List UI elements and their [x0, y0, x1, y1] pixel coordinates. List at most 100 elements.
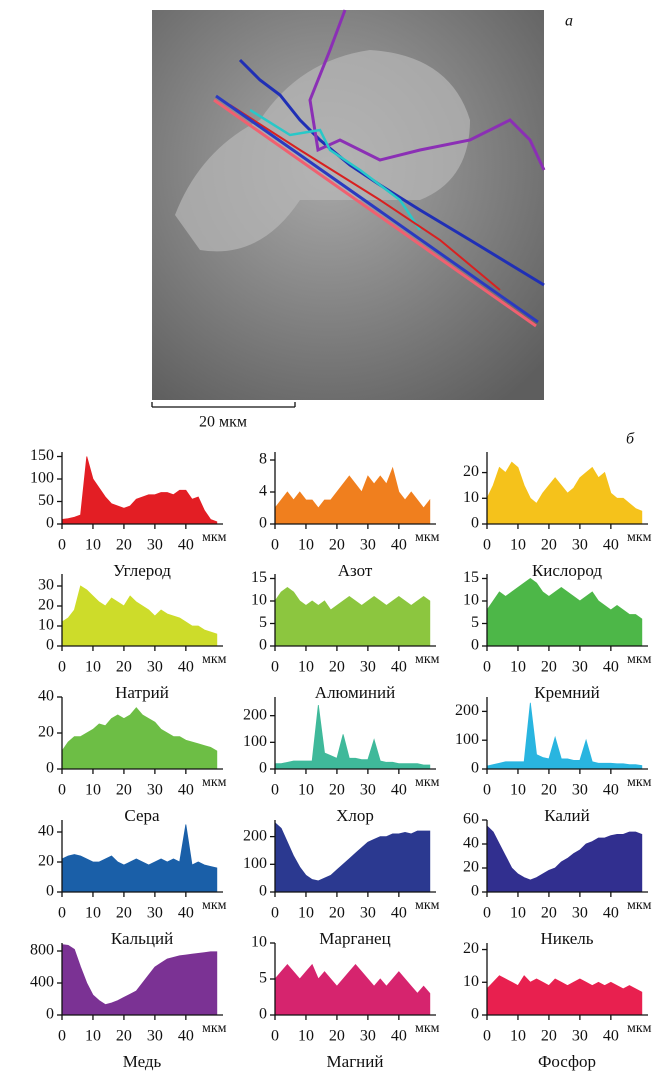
y-tick-label: 0 [46, 1006, 54, 1023]
y-tick-label: 0 [471, 515, 479, 532]
x-tick-label: 40 [178, 537, 194, 554]
x-tick-label: 40 [391, 782, 407, 799]
y-tick-label: 40 [38, 823, 54, 840]
x-tick-label: 0 [483, 659, 491, 676]
y-tick-label: 10 [463, 592, 479, 609]
profile-area [486, 702, 643, 770]
x-tick-label: 30 [360, 537, 376, 554]
y-tick-label: 8 [259, 451, 267, 468]
profile-area [274, 821, 431, 893]
x-axis-unit: мкм [202, 1021, 227, 1036]
y-tick-label: 200 [243, 706, 267, 723]
y-tick-label: 10 [251, 592, 267, 609]
chart-title: Кремний [534, 683, 599, 702]
x-tick-label: 30 [572, 782, 588, 799]
x-tick-label: 10 [510, 905, 526, 922]
x-tick-label: 0 [58, 1028, 66, 1045]
x-tick-label: 20 [329, 537, 345, 554]
y-tick-label: 0 [46, 883, 54, 900]
panel-label: б [626, 431, 635, 448]
profile-area [61, 585, 218, 647]
y-tick-label: 10 [38, 617, 54, 634]
x-tick-label: 40 [603, 905, 619, 922]
x-axis-unit: мкм [627, 652, 652, 667]
x-tick-label: 10 [510, 782, 526, 799]
profile-area [61, 707, 218, 770]
profile-area [274, 963, 431, 1016]
x-tick-label: 20 [541, 1028, 557, 1045]
chart-title: Фосфор [538, 1052, 596, 1071]
y-tick-label: 0 [259, 515, 267, 532]
y-tick-label: 200 [455, 702, 479, 719]
x-tick-label: 30 [147, 659, 163, 676]
x-tick-label: 10 [510, 659, 526, 676]
y-tick-label: 100 [455, 731, 479, 748]
x-tick-label: 20 [541, 905, 557, 922]
x-tick-label: 10 [298, 537, 314, 554]
chart-title: Марганец [319, 929, 390, 948]
x-tick-label: 30 [572, 905, 588, 922]
x-axis-unit: мкм [415, 1021, 440, 1036]
chart-title: Сера [124, 806, 160, 825]
x-tick-label: 40 [603, 1028, 619, 1045]
y-tick-label: 0 [46, 515, 54, 532]
y-tick-label: 0 [46, 637, 54, 654]
x-tick-label: 20 [329, 659, 345, 676]
profile-area [486, 578, 643, 647]
x-tick-label: 30 [360, 1028, 376, 1045]
x-tick-label: 0 [58, 905, 66, 922]
y-tick-label: 200 [243, 827, 267, 844]
x-tick-label: 0 [483, 1028, 491, 1045]
x-tick-label: 10 [298, 1028, 314, 1045]
x-tick-label: 40 [603, 659, 619, 676]
profile-area [486, 975, 643, 1016]
x-tick-label: 0 [483, 905, 491, 922]
y-tick-label: 20 [463, 940, 479, 957]
y-tick-label: 50 [38, 492, 54, 509]
y-tick-label: 5 [471, 614, 479, 631]
profile-area [486, 825, 643, 893]
y-tick-label: 20 [38, 597, 54, 614]
x-tick-label: 0 [271, 659, 279, 676]
y-tick-label: 100 [243, 733, 267, 750]
x-axis-unit: мкм [415, 652, 440, 667]
x-tick-label: 0 [483, 537, 491, 554]
y-tick-label: 15 [251, 569, 267, 586]
x-tick-label: 0 [271, 1028, 279, 1045]
x-tick-label: 0 [483, 782, 491, 799]
y-tick-label: 10 [463, 489, 479, 506]
scale-bar-label: 20 мкм [199, 414, 247, 431]
x-tick-label: 40 [178, 1028, 194, 1045]
chart-title: Кальций [111, 929, 173, 948]
x-tick-label: 40 [391, 905, 407, 922]
x-axis-unit: мкм [202, 898, 227, 913]
x-tick-label: 10 [298, 659, 314, 676]
x-tick-label: 10 [298, 905, 314, 922]
x-tick-label: 40 [391, 659, 407, 676]
x-tick-label: 0 [58, 537, 66, 554]
y-tick-label: 0 [259, 883, 267, 900]
x-tick-label: 20 [329, 782, 345, 799]
x-tick-label: 30 [360, 905, 376, 922]
y-tick-label: 0 [471, 637, 479, 654]
x-tick-label: 40 [603, 782, 619, 799]
x-tick-label: 30 [147, 782, 163, 799]
x-tick-label: 20 [116, 659, 132, 676]
y-tick-label: 100 [243, 855, 267, 872]
x-tick-label: 30 [360, 659, 376, 676]
x-tick-label: 40 [178, 659, 194, 676]
y-tick-label: 60 [463, 811, 479, 828]
x-axis-unit: мкм [627, 775, 652, 790]
panel-label: а [565, 13, 573, 30]
x-tick-label: 20 [329, 1028, 345, 1045]
y-tick-label: 4 [259, 483, 267, 500]
profile-area [61, 824, 218, 893]
scale-bar [151, 402, 296, 408]
y-tick-label: 400 [30, 974, 54, 991]
y-tick-label: 40 [38, 688, 54, 705]
x-tick-label: 20 [329, 905, 345, 922]
chart-title: Хлор [336, 806, 374, 825]
x-tick-label: 40 [391, 537, 407, 554]
x-tick-label: 30 [572, 537, 588, 554]
